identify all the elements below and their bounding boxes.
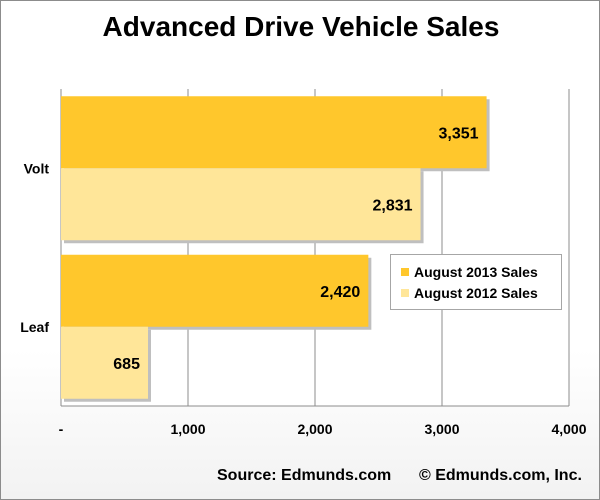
legend-item: August 2013 Sales [401, 263, 538, 281]
bar [61, 326, 148, 399]
bar [61, 254, 369, 327]
x-tick-label: - [59, 421, 64, 437]
x-tick-label: 3,000 [424, 421, 459, 437]
legend-item: August 2012 Sales [401, 284, 538, 302]
x-tick-label: 2,000 [297, 421, 332, 437]
category-label: Leaf [20, 319, 49, 335]
chart-footer: Source: Edmunds.com © Edmunds.com, Inc. [1, 463, 599, 493]
chart-title: Advanced Drive Vehicle Sales [102, 11, 500, 42]
legend-label: August 2012 Sales [414, 285, 538, 301]
category-label: Volt [24, 160, 50, 176]
legend-label: August 2013 Sales [414, 264, 538, 280]
x-tick-label: 1,000 [170, 421, 205, 437]
data-label: 2,420 [320, 284, 360, 301]
bar [61, 96, 487, 169]
data-label: 3,351 [439, 125, 479, 142]
legend-swatch [401, 268, 409, 276]
chart-legend: August 2013 Sales August 2012 Sales [390, 254, 562, 310]
x-tick-label: 4,000 [551, 421, 586, 437]
copyright-credit: © Edmunds.com, Inc. [419, 467, 582, 484]
legend-swatch [401, 289, 409, 297]
data-label: 685 [113, 356, 140, 373]
bar [61, 168, 421, 241]
data-label: 2,831 [372, 197, 412, 214]
source-credit: Source: Edmunds.com [217, 467, 392, 484]
